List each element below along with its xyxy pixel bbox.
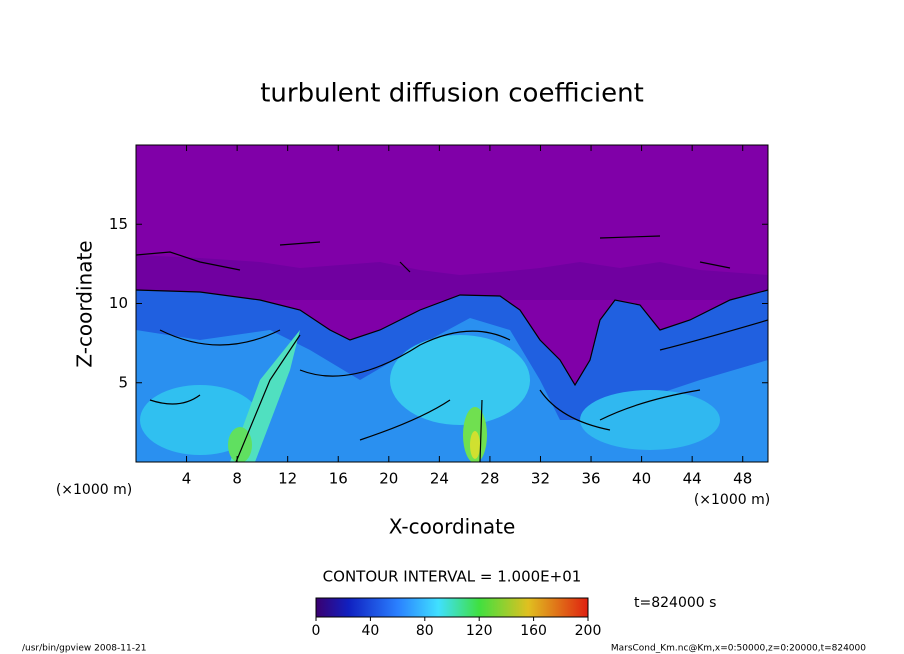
x-tick-label: 8: [232, 470, 242, 488]
x-tick-label: 28: [480, 470, 499, 488]
x-tick-label: 48: [733, 470, 752, 488]
contour-field: [136, 145, 768, 462]
y-tick-label: 15: [109, 215, 128, 233]
footer-left: /usr/bin/gpview 2008-11-21: [22, 644, 146, 654]
x-tick-label: 4: [182, 470, 192, 488]
footer-right: MarsCond_Km.nc@Km,x=0:50000,z=0:20000,t=…: [611, 644, 866, 654]
x-tick-label: 12: [278, 470, 297, 488]
x-tick-label: 36: [581, 470, 600, 488]
colorbar-tick-label: 40: [361, 623, 379, 639]
x-tick-label: 16: [329, 470, 348, 488]
colorbar: [315, 597, 589, 618]
x-tick-label: 32: [531, 470, 550, 488]
colorbar-tick-label: 120: [466, 623, 493, 639]
colorbar-tick-label: 160: [520, 623, 547, 639]
x-axis-label: X-coordinate: [389, 515, 516, 539]
colorbar-tick-label: 80: [416, 623, 434, 639]
colorbar-tick-label: 200: [575, 623, 602, 639]
x-unit: (×1000 m): [694, 492, 770, 508]
chart-title: turbulent diffusion coefficient: [260, 79, 644, 109]
x-tick-label: 44: [683, 470, 702, 488]
y-unit: (×1000 m): [56, 482, 132, 498]
x-tick-label: 40: [632, 470, 651, 488]
x-tick-label: 20: [379, 470, 398, 488]
x-tick-label: 24: [430, 470, 449, 488]
contour-interval: CONTOUR INTERVAL = 1.000E+01: [323, 568, 582, 586]
time-label: t=824000 s: [634, 595, 716, 611]
colorbar-tick-label: 0: [312, 623, 321, 639]
y-tick-label: 5: [118, 373, 128, 391]
y-axis-label: Z-coordinate: [73, 240, 97, 367]
y-tick-label: 10: [109, 294, 128, 312]
